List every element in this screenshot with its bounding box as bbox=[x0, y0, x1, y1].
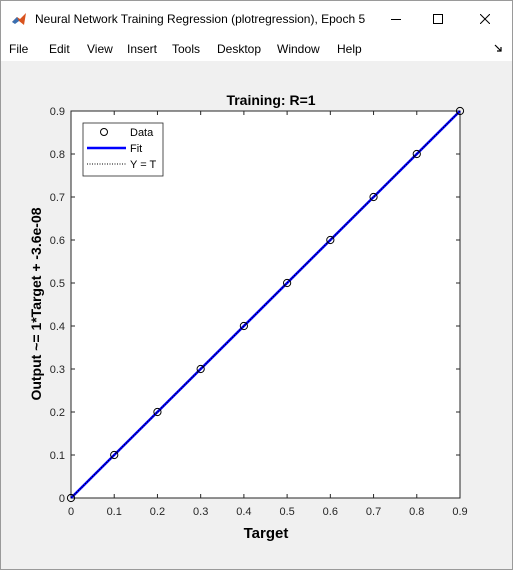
menu-edit[interactable]: Edit bbox=[49, 42, 70, 56]
menu-help[interactable]: Help bbox=[337, 42, 362, 56]
legend[interactable]: Data Fit Y = T bbox=[82, 122, 164, 177]
x-tick-label: 0.7 bbox=[366, 506, 381, 518]
y-tick-label: 0.6 bbox=[50, 235, 65, 247]
menu-view[interactable]: View bbox=[87, 42, 113, 56]
legend-entry-data: Data bbox=[130, 127, 154, 139]
menu-file[interactable]: File bbox=[9, 42, 29, 56]
x-tick-label: 0.5 bbox=[279, 506, 294, 518]
x-tick-label: 0.6 bbox=[323, 506, 338, 518]
data-point bbox=[196, 364, 205, 374]
legend-entry-fit: Fit bbox=[130, 143, 142, 155]
x-axis-label: Target bbox=[244, 525, 289, 542]
close-icon bbox=[480, 14, 490, 24]
x-tick-label: 0.8 bbox=[409, 506, 424, 518]
data-point bbox=[66, 493, 76, 503]
title-bar[interactable]: Neural Network Training Regression (plot… bbox=[1, 1, 512, 37]
data-point bbox=[110, 450, 119, 460]
legend-entry-yt: Y = T bbox=[130, 159, 156, 171]
regression-plot: Training: R=1 0 0.1 0.2 0.3 0.4 0.5 0.6 0.7 0.8 0… bbox=[28, 92, 468, 542]
x-tick-label: 0.9 bbox=[452, 506, 467, 518]
maximize-icon bbox=[433, 14, 443, 24]
y-tick-label: 0.9 bbox=[50, 106, 65, 118]
x-tick-label: 0.2 bbox=[150, 506, 165, 518]
figure-canvas: Training: R=1 0 0.1 0.2 0.3 0.4 0.5 0.6 0.7 0.8 0… bbox=[6, 61, 507, 563]
y-tick-label: 0.7 bbox=[50, 192, 65, 204]
menu-desktop[interactable]: Desktop bbox=[217, 42, 262, 56]
x-tick-label: 0.4 bbox=[236, 506, 251, 518]
y-tick-label: 0.2 bbox=[50, 407, 65, 419]
x-tick-label: 0.1 bbox=[107, 506, 122, 518]
menu-window[interactable]: Window bbox=[277, 42, 320, 56]
data-point bbox=[369, 192, 378, 202]
data-point bbox=[326, 235, 335, 245]
maximize-button[interactable] bbox=[415, 1, 461, 37]
menu-insert[interactable]: Insert bbox=[127, 42, 158, 56]
x-tick-label: 0 bbox=[68, 506, 74, 518]
y-tick-label: 0.5 bbox=[50, 278, 65, 290]
y-tick-label: 0.4 bbox=[50, 321, 65, 333]
chart-title: Training: R=1 bbox=[226, 92, 315, 108]
menu-tools[interactable]: Tools bbox=[172, 42, 201, 56]
data-point bbox=[153, 407, 162, 417]
matlab-icon bbox=[11, 11, 27, 27]
y-tick-label: 0.8 bbox=[50, 149, 65, 161]
x-tick-label: 0.3 bbox=[193, 506, 208, 518]
data-point bbox=[455, 106, 465, 116]
window-title: Neural Network Training Regression (plot… bbox=[35, 12, 365, 26]
fit-line bbox=[70, 110, 461, 499]
data-point bbox=[283, 278, 292, 288]
minimize-icon bbox=[391, 19, 401, 20]
y-tick-label: 0.3 bbox=[50, 364, 65, 376]
menu-bar: File Edit View Insert Tools Desktop Wind… bbox=[1, 37, 512, 61]
y-axis-label: Output ~= 1*Target + -3.6e-08 bbox=[28, 207, 44, 400]
legend-data-marker bbox=[100, 128, 108, 136]
dock-arrow-icon[interactable] bbox=[494, 44, 503, 53]
y-tick-label: 0.1 bbox=[50, 450, 65, 462]
close-button[interactable] bbox=[462, 1, 508, 37]
data-point bbox=[239, 321, 248, 331]
minimize-button[interactable] bbox=[373, 1, 419, 37]
y-tick-label: 0 bbox=[59, 493, 65, 505]
data-point bbox=[412, 149, 421, 159]
